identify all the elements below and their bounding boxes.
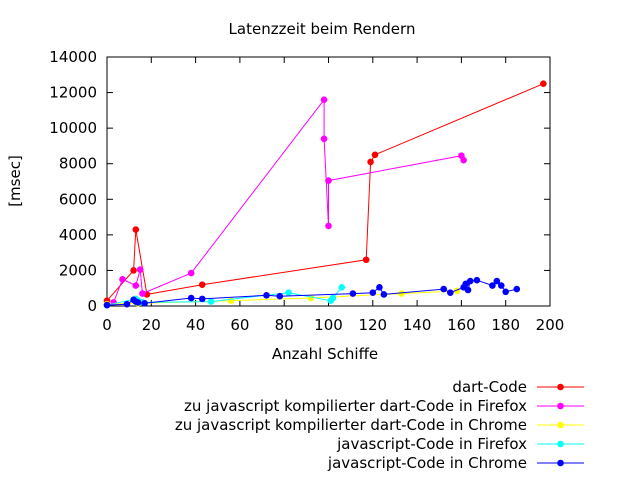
data-point xyxy=(276,292,284,300)
data-point xyxy=(136,266,144,273)
data-point xyxy=(447,289,454,296)
data-point xyxy=(362,256,370,264)
data-point xyxy=(325,177,332,184)
y-tick-label: 10000 xyxy=(49,119,97,137)
legend-label: zu javascript kompilierter dart-Code in … xyxy=(175,416,527,434)
y-tick-label: 12000 xyxy=(49,84,97,102)
data-point xyxy=(489,282,496,289)
data-point xyxy=(325,222,332,230)
data-point xyxy=(398,290,405,297)
data-point xyxy=(307,294,315,302)
x-tick-label: 160 xyxy=(447,316,476,334)
data-point xyxy=(380,291,388,298)
y-tick-label: 14000 xyxy=(49,48,97,66)
y-tick-label: 2000 xyxy=(59,261,97,279)
series-line xyxy=(106,83,544,302)
data-point xyxy=(227,297,235,304)
x-tick-label: 200 xyxy=(536,316,565,334)
legend-swatch-point xyxy=(557,383,564,391)
data-point xyxy=(187,269,195,277)
data-point xyxy=(187,294,195,302)
x-tick-label: 100 xyxy=(314,316,343,334)
data-point xyxy=(513,285,521,293)
x-tick-label: 120 xyxy=(358,316,387,334)
y-tick-label: 0 xyxy=(87,297,97,315)
data-point xyxy=(207,298,215,305)
data-point xyxy=(134,299,142,306)
y-tick-label: 8000 xyxy=(59,155,97,173)
data-point xyxy=(376,284,383,291)
x-tick-label: 60 xyxy=(230,316,249,334)
data-point xyxy=(367,158,374,166)
data-point xyxy=(440,285,447,293)
series-1 xyxy=(103,80,547,304)
data-point xyxy=(493,277,501,285)
y-tick-label: 6000 xyxy=(59,190,97,208)
x-tick-label: 0 xyxy=(102,316,112,334)
data-point xyxy=(263,292,270,299)
y-axis-label: [msec] xyxy=(6,155,24,207)
y-tick-label: 4000 xyxy=(59,226,97,244)
data-point xyxy=(460,156,467,164)
x-tick-label: 180 xyxy=(491,316,520,334)
data-point xyxy=(329,294,337,302)
legend-swatch-point xyxy=(557,421,564,429)
axis-ticks: 0 20 40 60 80 100 120 140 160 180 2000200040006000… xyxy=(49,48,564,334)
x-tick-label: 20 xyxy=(142,316,161,334)
data-point xyxy=(141,300,148,307)
data-point xyxy=(466,277,474,285)
data-point xyxy=(119,276,126,283)
data-point xyxy=(502,288,510,296)
legend-label: dart-Code xyxy=(452,378,527,396)
series-line xyxy=(106,290,458,305)
x-tick-label: 80 xyxy=(275,316,294,334)
data-point xyxy=(130,267,137,274)
data-point xyxy=(320,96,328,103)
data-point xyxy=(132,282,140,289)
data-point xyxy=(198,281,206,288)
x-tick-label: 40 xyxy=(186,316,205,334)
data-point xyxy=(473,276,481,284)
data-point xyxy=(285,289,292,296)
series-5 xyxy=(103,276,521,309)
data-point xyxy=(139,290,146,297)
data-point xyxy=(198,295,206,303)
data-point xyxy=(103,301,111,309)
series-2 xyxy=(110,96,467,306)
data-point xyxy=(132,226,140,233)
legend-swatch-point xyxy=(557,402,564,410)
legend-label: javascript-Code in Firefox xyxy=(336,435,527,453)
legend-swatch-point xyxy=(557,459,564,467)
data-point xyxy=(497,282,505,289)
data-point xyxy=(464,286,472,294)
data-point xyxy=(349,290,357,297)
legend-label: zu javascript kompilierter dart-Code in … xyxy=(184,397,527,415)
series-layer xyxy=(103,80,547,309)
legend-label: javascript-Code in Chrome xyxy=(327,454,527,472)
data-point xyxy=(540,80,547,87)
x-tick-label: 140 xyxy=(403,316,432,334)
data-point xyxy=(371,151,379,159)
x-axis-label: Anzahl Schiffe xyxy=(272,345,378,363)
chart-title: Latenzzeit beim Rendern xyxy=(229,20,416,38)
data-point xyxy=(338,284,346,291)
data-point xyxy=(123,300,131,308)
legend-swatch-point xyxy=(557,440,564,448)
data-point xyxy=(369,289,377,296)
data-point xyxy=(320,135,328,143)
